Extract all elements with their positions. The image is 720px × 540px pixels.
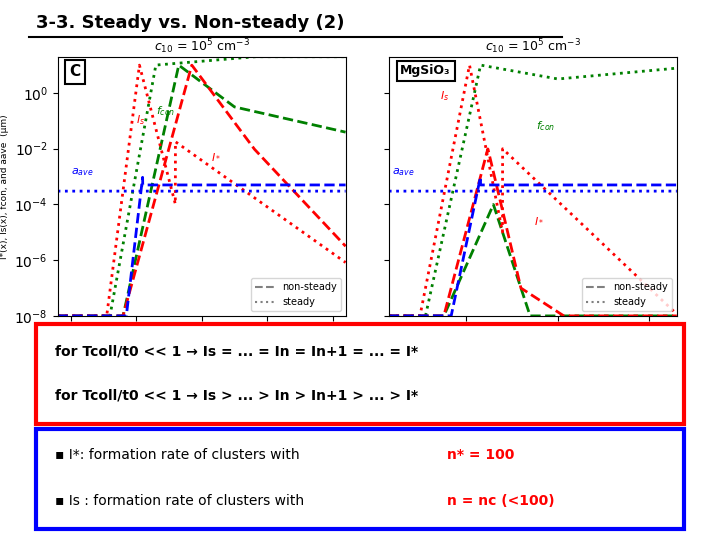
Legend: non-steady, steady: non-steady, steady <box>582 279 672 311</box>
FancyBboxPatch shape <box>36 429 684 529</box>
Text: n = nc (<100): n = nc (<100) <box>448 494 555 508</box>
Text: MgSiO₃: MgSiO₃ <box>400 64 451 77</box>
Text: for Tcoll/t0 << 1 → Is = ... = In = In+1 = ... = I*: for Tcoll/t0 << 1 → Is = ... = In = In+1… <box>55 345 418 359</box>
Text: $f_{con}$: $f_{con}$ <box>156 104 175 118</box>
Text: $I_s$: $I_s$ <box>136 113 145 127</box>
X-axis label: time; x = t/t₀: time; x = t/t₀ <box>166 345 238 355</box>
X-axis label: time; x = t/t₀: time; x = t/t₀ <box>497 345 569 355</box>
Y-axis label: I*(x), Is(x), fcon, and aave  (μm): I*(x), Is(x), fcon, and aave (μm) <box>0 114 9 259</box>
Title: $c_{10}$ = 10$^5$ cm$^{-3}$: $c_{10}$ = 10$^5$ cm$^{-3}$ <box>485 37 581 56</box>
Text: $a_{ave}$: $a_{ave}$ <box>392 166 415 178</box>
Text: ▪ I*: formation rate of clusters with: ▪ I*: formation rate of clusters with <box>55 448 305 462</box>
Text: for Tcoll/t0 << 1 → Is > ... > In > In+1 > ... > I*: for Tcoll/t0 << 1 → Is > ... > In > In+1… <box>55 389 418 403</box>
Text: $I_*$: $I_*$ <box>212 152 222 162</box>
Text: $f_{con}$: $f_{con}$ <box>536 119 555 133</box>
Title: $c_{10}$ = 10$^5$ cm$^{-3}$: $c_{10}$ = 10$^5$ cm$^{-3}$ <box>153 37 250 56</box>
Text: n* = 100: n* = 100 <box>448 448 515 462</box>
Text: $I_s$: $I_s$ <box>440 89 449 103</box>
Text: $I_*$: $I_*$ <box>534 215 544 226</box>
FancyBboxPatch shape <box>36 324 684 424</box>
Text: C: C <box>69 64 80 79</box>
Text: ▪ Is : formation rate of clusters with: ▪ Is : formation rate of clusters with <box>55 494 309 508</box>
Text: 3-3. Steady vs. Non-steady (2): 3-3. Steady vs. Non-steady (2) <box>36 14 344 31</box>
Text: $a_{ave}$: $a_{ave}$ <box>71 166 94 178</box>
Legend: non-steady, steady: non-steady, steady <box>251 279 341 311</box>
